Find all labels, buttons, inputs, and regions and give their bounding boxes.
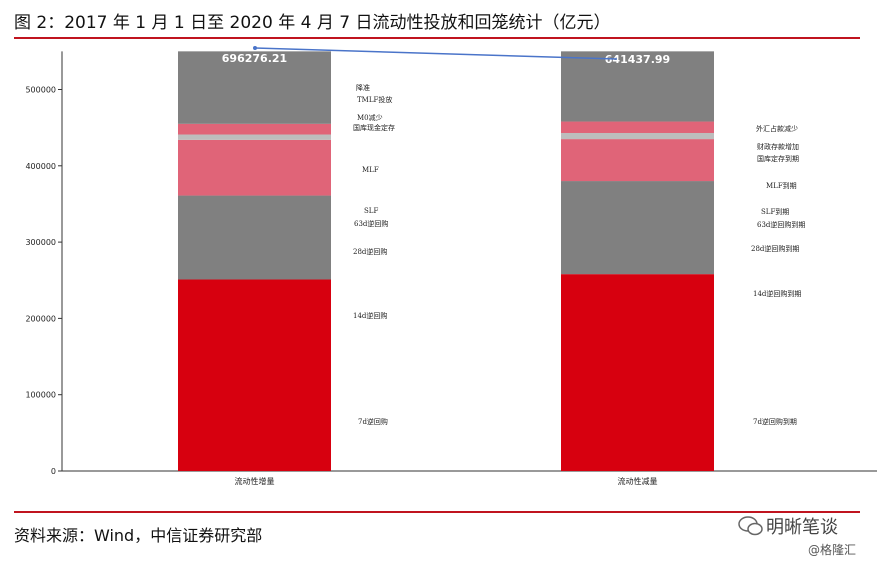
connector-dot	[253, 46, 257, 50]
bar-segment	[178, 51, 331, 124]
y-tick-label: 300000	[25, 238, 56, 247]
segment-annotation: 28d逆回购到期	[751, 244, 799, 253]
source-note: 资料来源：Wind，中信证券研究部	[14, 526, 263, 545]
segment-annotation: MLF	[362, 166, 379, 174]
segment-annotation: 63d逆回购	[354, 219, 388, 228]
segment-annotation: SLF	[364, 207, 378, 215]
segment-annotation: 降准	[356, 83, 370, 92]
y-tick-label: 500000	[25, 86, 56, 95]
segment-annotation: 14d逆回购到期	[753, 289, 801, 298]
segment-annotation: 63d逆回购到期	[757, 220, 805, 229]
watermark-brand: 明晰笔谈	[766, 517, 838, 538]
chart-title: 图 2：2017 年 1 月 1 日至 2020 年 4 月 7 日流动性投放和…	[14, 13, 611, 33]
segment-annotation: TMLF投放	[357, 95, 392, 104]
bar-segment	[178, 134, 331, 140]
bar-segment	[561, 139, 714, 182]
total-label: 641437.99	[605, 53, 670, 66]
segment-annotation: 财政存款增加	[757, 142, 799, 151]
top-rule	[14, 37, 860, 39]
segment-annotation: 28d逆回购	[353, 247, 387, 256]
total-label: 696276.21	[222, 52, 287, 65]
stacked-bar-chart: 0 100000 200000 300000 400000 500000 流动性增量 降准 TM…	[25, 46, 877, 486]
category-label: 流动性减量	[618, 476, 658, 486]
segment-annotation: 14d逆回购	[353, 311, 387, 320]
segment-annotation: 7d逆回购到期	[753, 417, 797, 426]
segment-annotation: SLF到期	[761, 208, 789, 216]
bar-segment	[178, 139, 331, 196]
segment-annotation: 外汇占款减少	[756, 124, 798, 133]
y-tick-label: 400000	[25, 162, 56, 171]
watermark-sub: @格隆汇	[808, 543, 857, 557]
segment-annotation: 国库定存到期	[757, 154, 799, 163]
bar-segment	[561, 132, 714, 140]
bar-segment	[178, 195, 331, 280]
segment-annotation: 国库现金定存	[353, 123, 395, 132]
bar-segment	[178, 123, 331, 135]
y-tick-label: 200000	[25, 314, 56, 323]
bar-segment	[561, 51, 714, 122]
wechat-icon	[738, 516, 763, 536]
bar-segment	[561, 274, 714, 471]
bar-segment	[178, 279, 331, 471]
bar-segment	[561, 181, 714, 275]
bottom-rule	[14, 511, 860, 513]
segment-annotation: 7d逆回购	[358, 417, 388, 426]
segment-annotation: M0减少	[357, 113, 383, 122]
y-tick-label: 100000	[25, 391, 56, 400]
segment-annotation: MLF到期	[766, 182, 797, 190]
y-tick-label: 0	[51, 467, 56, 476]
category-label: 流动性增量	[235, 476, 275, 486]
bar-segment	[561, 121, 714, 133]
connector-line	[254, 47, 618, 60]
